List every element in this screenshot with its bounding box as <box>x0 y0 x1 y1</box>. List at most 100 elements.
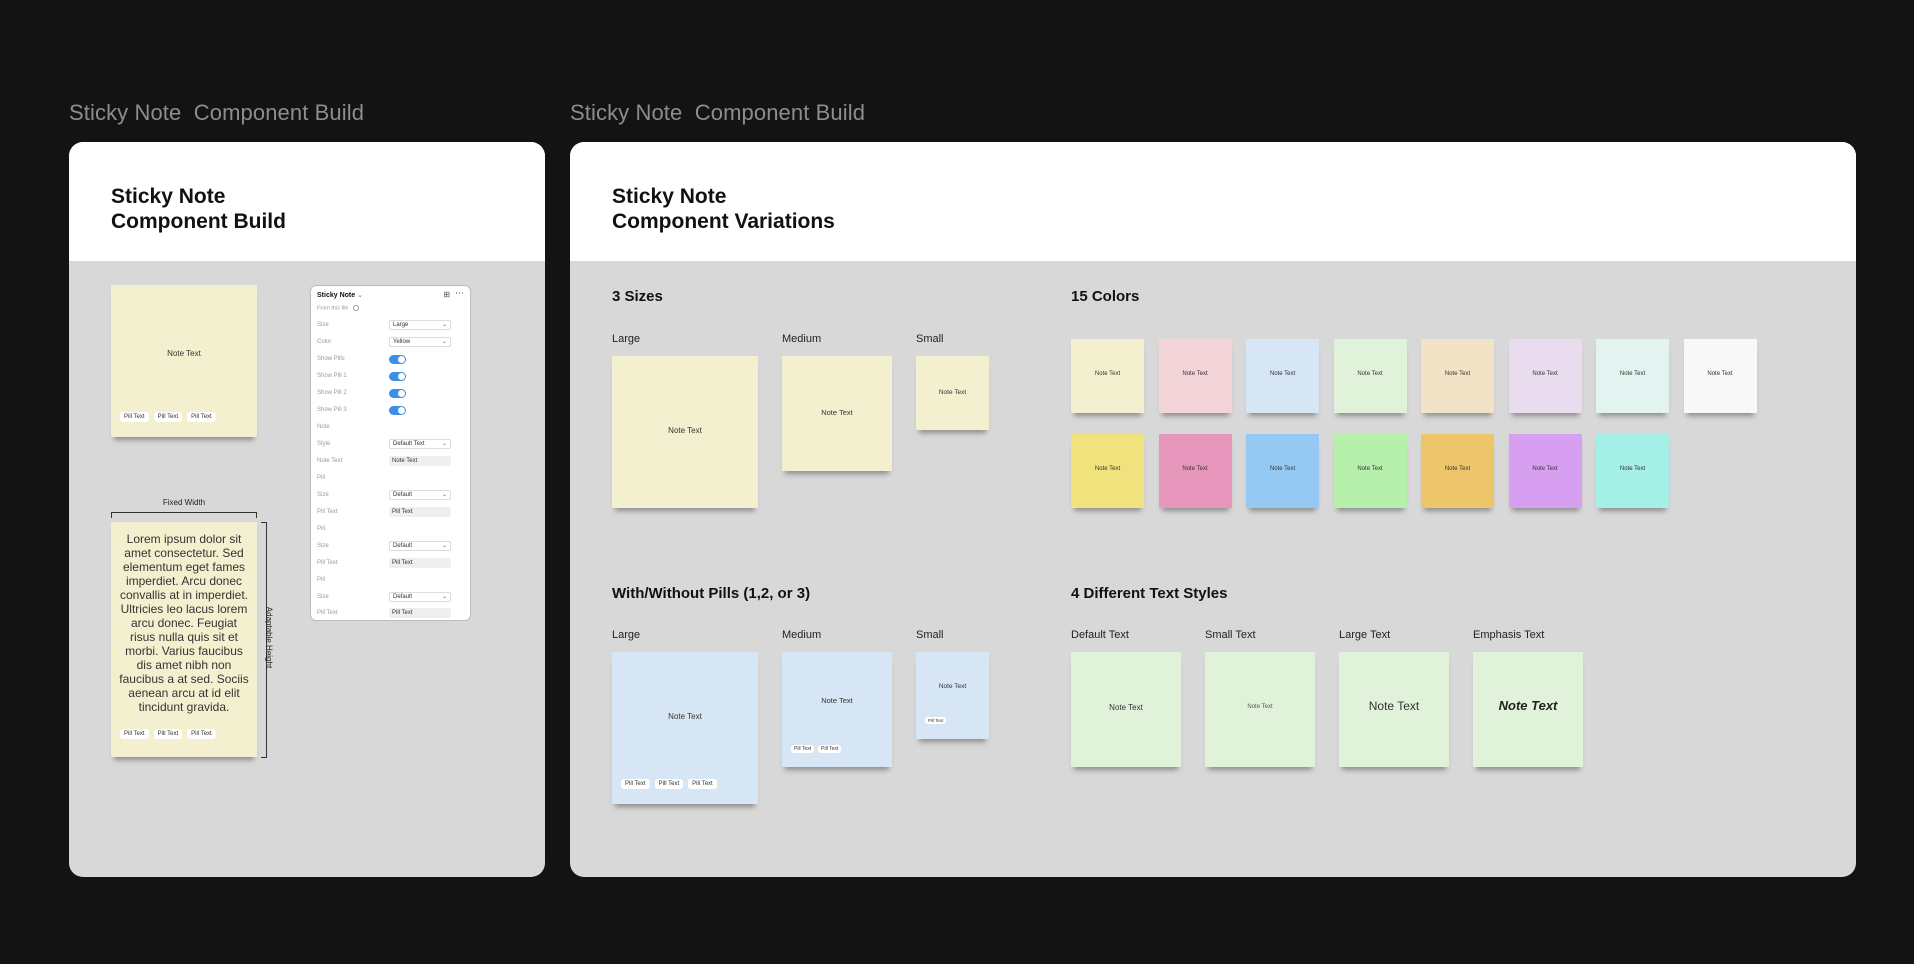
note-text: Note Text <box>1498 698 1558 713</box>
more-options-icon[interactable]: ⋯ <box>455 288 464 298</box>
style-label-default: Default Text <box>1071 629 1129 641</box>
show-pill-2-toggle[interactable] <box>389 389 406 398</box>
panel-title: Sticky Note ⌄ <box>317 292 363 299</box>
sticky-note-large-3-pills[interactable]: Note Text Pill Text Pill Text Pill Text <box>612 652 758 804</box>
prop-color: Color Yellow ⌄ <box>317 337 464 349</box>
prop-pill-2-text: Pill Text Pill Text <box>317 558 464 570</box>
sticky-note-color-swatch[interactable]: Note Text <box>1596 434 1669 508</box>
note-text: Note Text <box>668 712 702 721</box>
pill: Pill Text <box>621 779 650 789</box>
size-label-large: Large <box>612 333 641 345</box>
sticky-note-lorem[interactable]: Lorem ipsum dolor sit amet consectetur. … <box>111 522 257 757</box>
note-text-input[interactable]: Note Text <box>389 456 451 466</box>
pills-label-medium: Medium <box>782 629 822 641</box>
style-label-emphasis: Emphasis Text <box>1473 629 1545 641</box>
sticky-note-large[interactable]: Note Text <box>612 356 758 508</box>
variations-card-header: Sticky Note Component Variations <box>570 142 1856 261</box>
sticky-note-color-swatch[interactable]: Note Text <box>1246 434 1319 508</box>
sticky-note-color-swatch[interactable]: Note Text <box>1508 339 1582 413</box>
prop-note-text: Note Text Note Text <box>317 456 464 468</box>
chevron-down-icon: ⌄ <box>441 322 447 328</box>
sticky-note-color-swatch[interactable]: Note Text <box>1421 339 1494 413</box>
pill-2-text-input[interactable]: Pill Text <box>389 558 451 568</box>
note-text: Note Text <box>1094 466 1121 472</box>
sticky-note-color-swatch[interactable]: Note Text <box>1508 434 1582 508</box>
prop-pill-3-size: Size Default ⌄ <box>317 592 464 604</box>
pill-2-size-select[interactable]: Default ⌄ <box>389 541 451 551</box>
pill: Pill Text <box>818 745 842 753</box>
pill-1-text-input[interactable]: Pill Text <box>389 507 451 517</box>
sticky-note-small-1-pill[interactable]: Note Text Pill Text <box>916 652 989 739</box>
pill-1-size-select[interactable]: Default ⌄ <box>389 490 451 500</box>
sticky-note-color-swatch[interactable]: Note Text <box>1158 434 1232 508</box>
color-select[interactable]: Yellow ⌄ <box>389 337 451 347</box>
sticky-note-emphasis-text[interactable]: Note Text <box>1473 652 1583 767</box>
component-settings-icon[interactable]: ⊞ <box>443 290 450 299</box>
pill: Pill Text <box>925 717 947 724</box>
pills-section-title: With/Without Pills (1,2, or 3) <box>612 585 811 602</box>
style-label-small: Small Text <box>1205 629 1256 641</box>
pill: Pill Text <box>153 412 183 422</box>
sticky-note-color-swatch[interactable]: Note Text <box>1421 434 1494 508</box>
sticky-note-color-swatch[interactable]: Note Text <box>1596 339 1669 413</box>
frame-label-variations[interactable]: Sticky Note Component Build <box>570 100 866 125</box>
variations-card: Sticky Note Component Variations 3 Sizes… <box>570 142 1856 877</box>
note-text: Note Text <box>1532 371 1558 377</box>
pill-3-size-select[interactable]: Default ⌄ <box>389 592 451 602</box>
build-card: Sticky Note Component Build Note Text Pi… <box>69 142 545 877</box>
frame-label-build[interactable]: Sticky Note Component Build <box>69 100 365 125</box>
sticky-note-small-text[interactable]: Note Text <box>1205 652 1315 767</box>
show-pill-1-toggle[interactable] <box>389 372 406 381</box>
adaptable-height-bracket <box>261 522 267 758</box>
sticky-note-color-swatch[interactable]: Note Text <box>1071 434 1144 508</box>
chevron-down-icon: ⌄ <box>441 492 447 498</box>
prop-pill-2-size: Size Default ⌄ <box>317 541 464 553</box>
pill: Pill Text <box>153 729 183 739</box>
sticky-note-color-swatch[interactable]: Note Text <box>1333 339 1407 413</box>
pill-3-text-input[interactable]: Pill Text <box>389 608 451 618</box>
show-pill-3-toggle[interactable] <box>389 406 406 415</box>
show-pills-toggle[interactable] <box>389 355 406 364</box>
sticky-note-example[interactable]: Note Text Pill Text Pill Text Pill Text <box>111 285 257 437</box>
sticky-note-small[interactable]: Note Text <box>916 356 989 430</box>
build-card-header: Sticky Note Component Build <box>69 142 545 261</box>
sticky-note-color-swatch[interactable]: Note Text <box>1071 339 1144 413</box>
sizes-section-title: 3 Sizes <box>612 288 663 305</box>
sticky-note-medium[interactable]: Note Text <box>782 356 892 471</box>
pill: Pill Text <box>187 412 216 422</box>
sticky-note-large-text[interactable]: Note Text <box>1339 652 1449 767</box>
prop-pill-1-size: Size Default ⌄ <box>317 490 464 502</box>
sticky-note-color-swatch[interactable]: Note Text <box>1333 434 1407 508</box>
note-text: Note Text <box>1357 466 1383 472</box>
style-label-large: Large Text <box>1339 629 1391 641</box>
pill-group: Pill Text Pill Text Pill Text <box>120 412 216 422</box>
note-text: Note Text <box>1444 371 1471 377</box>
size-select[interactable]: Large ⌄ <box>389 320 451 330</box>
prop-show-pills: Show Pills <box>317 354 464 366</box>
sticky-note-color-swatch[interactable]: Note Text <box>1246 339 1319 413</box>
sticky-note-color-swatch[interactable]: Note Text <box>1158 339 1232 413</box>
style-select[interactable]: Default Text ⌄ <box>389 439 451 449</box>
pill-group: Pill Text <box>925 717 947 724</box>
note-text: Note Text <box>1707 371 1733 377</box>
sticky-note-color-swatch[interactable]: Note Text <box>1683 339 1757 413</box>
note-text: Note Text <box>1619 466 1646 472</box>
note-text: Note Text <box>1182 466 1208 472</box>
pills-label-small: Small <box>916 629 944 641</box>
go-to-main-icon[interactable] <box>353 305 360 311</box>
lorem-text: Lorem ipsum dolor sit amet consectetur. … <box>119 532 249 714</box>
sticky-note-medium-2-pills[interactable]: Note Text Pill Text Pill Text <box>782 652 892 767</box>
sticky-note-default-text[interactable]: Note Text <box>1071 652 1181 767</box>
pill: Pill Text <box>120 729 149 739</box>
note-text: Note Text <box>1182 371 1208 377</box>
from-file-label: From this file <box>317 305 360 311</box>
note-text: Note Text <box>1368 699 1420 713</box>
note-text: Note Text <box>668 426 702 435</box>
pill-group: Pill Text Pill Text Pill Text <box>621 779 717 789</box>
note-text: Note Text <box>1109 703 1143 712</box>
note-text: Note Text <box>1269 371 1296 377</box>
chevron-down-icon: ⌄ <box>441 594 447 600</box>
note-text: Note Text <box>821 408 853 417</box>
prop-show-pill-3: Show Pill 3 <box>317 405 464 417</box>
chevron-down-icon[interactable]: ⌄ <box>357 292 363 299</box>
